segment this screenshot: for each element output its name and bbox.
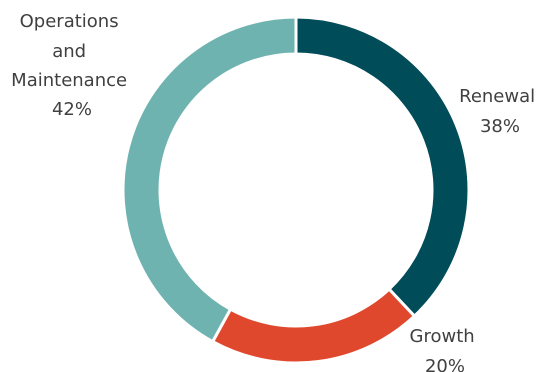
donut-slice-growth — [210, 287, 417, 365]
slice-label-operations-line-2: and — [52, 41, 86, 62]
slice-label-growth-line: Growth — [410, 326, 475, 347]
slice-percent-renewal: 38% — [480, 116, 520, 137]
donut-slice-operations — [121, 15, 298, 344]
slice-label-operations-line-1: Operations — [20, 11, 119, 32]
slice-label-renewal: Renewal 38% — [459, 86, 541, 137]
slice-label-renewal-line: Renewal — [459, 86, 535, 107]
slice-percent-growth: 20% — [425, 356, 465, 372]
slice-label-operations: Operations and Maintenance 42% — [11, 11, 133, 120]
slice-label-growth: Growth 20% — [410, 326, 481, 372]
donut-slice-renewal — [294, 15, 471, 319]
slice-percent-operations: 42% — [52, 99, 92, 120]
slice-label-operations-line-3: Maintenance — [11, 70, 127, 91]
donut-slices — [121, 15, 471, 365]
